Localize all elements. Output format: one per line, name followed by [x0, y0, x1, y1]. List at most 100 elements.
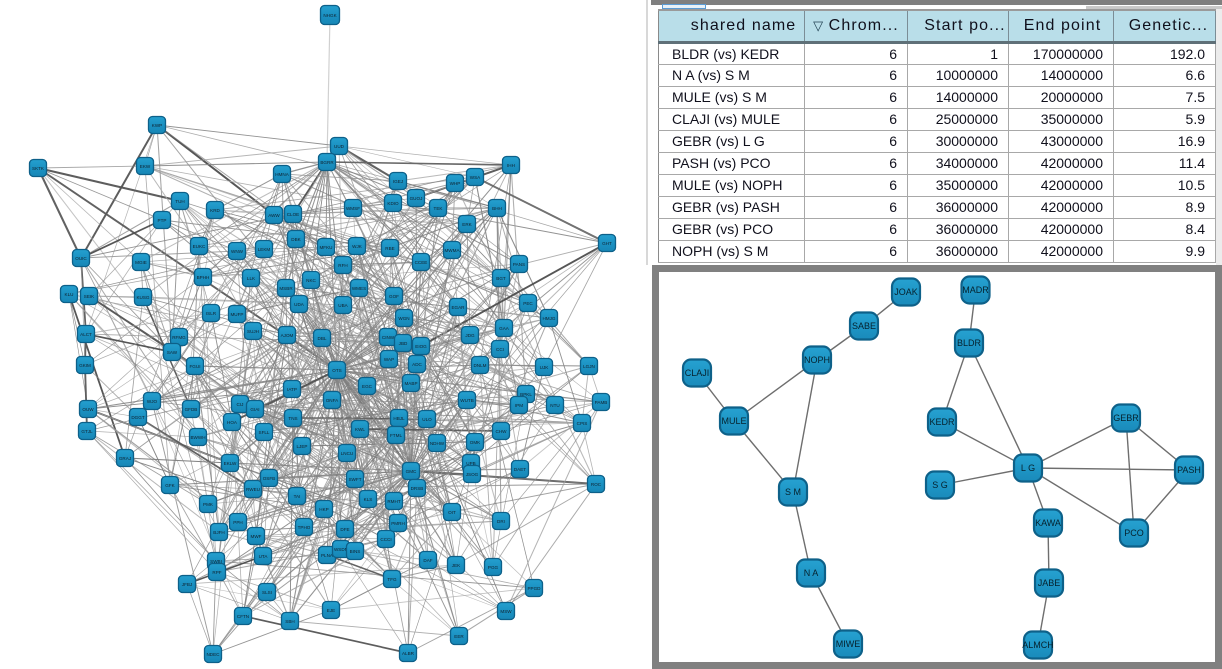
svg-text:CCCI: CCCI — [380, 537, 391, 542]
svg-text:HMJG: HMJG — [542, 316, 555, 321]
svg-text:TPHO: TPHO — [298, 525, 311, 530]
svg-text:GTJL: GTJL — [81, 429, 93, 434]
svg-text:FGUI: FGUI — [190, 364, 201, 369]
svg-text:KUSG: KUSG — [136, 295, 149, 300]
svg-text:S G: S G — [932, 480, 948, 490]
svg-text:JEK: JEK — [452, 563, 461, 568]
svg-text:CLAJI: CLAJI — [685, 368, 710, 378]
svg-text:DBK: DBK — [291, 237, 301, 242]
svg-text:JABE: JABE — [1038, 578, 1061, 588]
svg-text:JDG: JDG — [465, 333, 475, 338]
svg-text:NTU: NTU — [550, 403, 559, 408]
svg-text:PPGD: PPGD — [527, 586, 541, 591]
svg-text:BWWH: BWWH — [190, 435, 205, 440]
svg-text:HOA: HOA — [227, 420, 238, 425]
svg-text:GIAI: GIAI — [250, 407, 259, 412]
svg-text:BHH: BHH — [492, 206, 502, 211]
svg-text:DAET: DAET — [514, 467, 526, 472]
svg-text:WMES: WMES — [352, 286, 366, 291]
svg-text:GMC: GMC — [406, 469, 417, 474]
svg-text:PASH: PASH — [1177, 465, 1201, 475]
svg-text:PCO: PCO — [1124, 528, 1144, 538]
svg-text:ONFA: ONFA — [326, 398, 339, 403]
svg-text:TFG: TFG — [387, 577, 397, 582]
svg-text:BGT: BGT — [496, 276, 506, 281]
svg-text:KWP: KWP — [152, 123, 162, 128]
svg-text:OUIC: OUIC — [75, 256, 87, 261]
svg-text:TAI: TAI — [294, 494, 301, 499]
svg-text:MUFP: MUFP — [230, 312, 243, 317]
svg-text:WGN: WGN — [398, 316, 409, 321]
svg-text:EUKC: EUKC — [193, 244, 206, 249]
svg-text:SABE: SABE — [852, 321, 876, 331]
svg-text:AWW: AWW — [268, 213, 280, 218]
svg-text:UDA: UDA — [294, 302, 305, 307]
svg-text:N A: N A — [804, 568, 819, 578]
svg-text:ISLR: ISLR — [206, 311, 217, 316]
svg-text:SKTK: SKTK — [32, 166, 45, 171]
svg-text:RWEU: RWEU — [246, 487, 260, 492]
svg-text:WNW: WNW — [231, 249, 244, 254]
svg-text:OTS: OTS — [332, 368, 341, 373]
svg-text:BINS: BINS — [350, 549, 361, 554]
svg-text:DBL: DBL — [318, 336, 327, 341]
svg-text:DFE: DFE — [340, 527, 349, 532]
svg-text:PGG: PGG — [488, 565, 499, 570]
svg-text:PMK: PMK — [203, 502, 214, 507]
svg-text:JOAK: JOAK — [894, 287, 918, 297]
svg-text:CCI: CCI — [496, 347, 504, 352]
svg-text:GUOJ: GUOJ — [410, 196, 423, 201]
svg-text:MABP: MABP — [404, 381, 417, 386]
svg-text:KLS: KLS — [364, 497, 373, 502]
svg-text:KDIO: KDIO — [387, 201, 399, 206]
svg-text:PANS: PANS — [513, 262, 525, 267]
svg-text:GFK: GFK — [165, 483, 175, 488]
svg-text:TNS: TNS — [288, 416, 297, 421]
svg-text:PTP: PTP — [158, 218, 167, 223]
svg-text:DRI: DRI — [497, 519, 505, 524]
svg-text:DRSB: DRSB — [411, 486, 424, 491]
svg-text:ROC: ROC — [591, 482, 602, 487]
svg-text:CIJ: CIJ — [237, 402, 244, 407]
svg-text:TEK: TEK — [434, 206, 444, 211]
svg-text:RPF: RPF — [212, 570, 221, 575]
svg-text:MWMA: MWMA — [444, 248, 460, 253]
svg-text:DNLM: DNLM — [473, 363, 486, 368]
svg-text:WUTB: WUTB — [460, 398, 474, 403]
svg-text:MFKU: MFKU — [319, 245, 332, 250]
svg-text:ULO: ULO — [422, 417, 432, 422]
svg-text:CCEE: CCEE — [415, 260, 428, 265]
svg-text:LJEP: LJEP — [297, 444, 308, 449]
svg-text:GKIM: GKIM — [79, 363, 91, 368]
svg-text:SEIK: SEIK — [84, 294, 95, 299]
svg-text:MSBR: MSBR — [279, 286, 293, 291]
svg-text:SBH: SBH — [285, 619, 294, 624]
svg-text:MWF: MWF — [251, 534, 262, 539]
svg-text:AJOM: AJOM — [281, 333, 294, 338]
svg-text:RFH: RFH — [338, 263, 347, 268]
svg-text:JFBJ: JFBJ — [182, 582, 192, 587]
svg-text:EKW: EKW — [140, 164, 151, 169]
svg-text:CLOE: CLOE — [287, 212, 300, 217]
svg-text:NKC: NKC — [306, 278, 316, 283]
svg-text:NHGK: NHGK — [323, 13, 337, 18]
svg-text:WHP: WHP — [450, 181, 461, 186]
svg-text:S M: S M — [785, 487, 801, 497]
svg-text:UTA: UTA — [259, 554, 269, 559]
svg-text:IGEJ: IGEJ — [393, 179, 403, 184]
svg-text:MADR: MADR — [962, 285, 989, 295]
svg-text:FTML: FTML — [390, 433, 402, 438]
svg-text:L G: L G — [1021, 463, 1035, 473]
svg-text:JBD: JBD — [399, 341, 408, 346]
svg-text:OSFB: OSFB — [263, 476, 276, 481]
svg-text:RFMG: RFMG — [172, 335, 186, 340]
svg-text:PAMB: PAMB — [595, 400, 608, 405]
svg-text:KEDR: KEDR — [929, 417, 955, 427]
svg-text:EIOG: EIOG — [415, 344, 427, 349]
svg-text:SWFT: SWFT — [348, 477, 361, 482]
svg-text:ERK: ERK — [462, 222, 472, 227]
svg-text:PLNA: PLNA — [321, 553, 334, 558]
svg-text:DGGT: DGGT — [131, 415, 144, 420]
svg-text:CFTN: CFTN — [237, 614, 249, 619]
svg-text:IPM: IPM — [515, 403, 523, 408]
